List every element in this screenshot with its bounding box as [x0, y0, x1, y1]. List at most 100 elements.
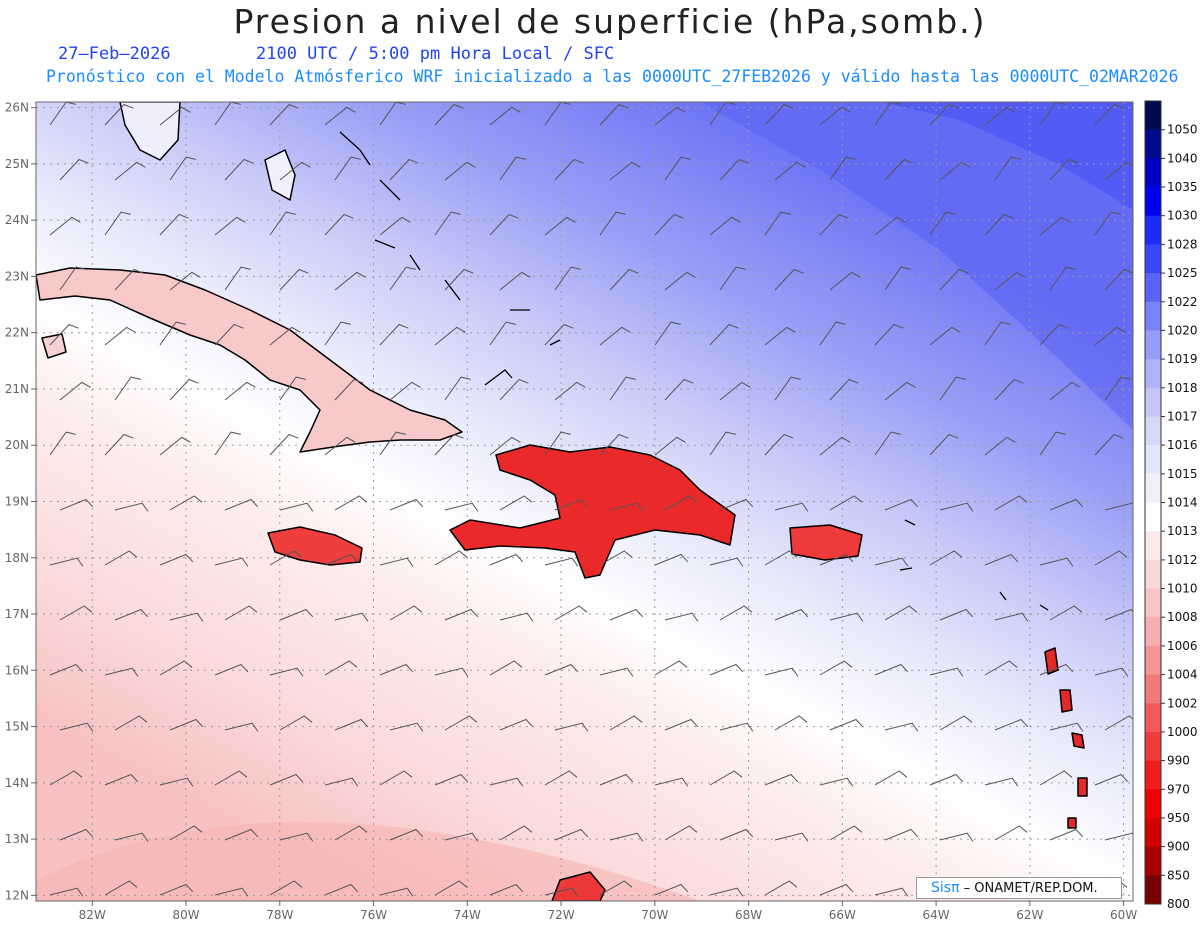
wind-barb	[884, 381, 916, 401]
wind-barb	[489, 321, 516, 346]
florida-land	[119, 102, 181, 161]
wind-barb	[159, 883, 194, 896]
wind-barb	[214, 770, 248, 786]
lon-tick-label: 66W	[829, 908, 856, 922]
wind-barb	[269, 211, 296, 236]
wind-barb	[984, 777, 1019, 787]
wind-barb	[169, 495, 203, 511]
wind-barb	[159, 436, 191, 456]
wind-barb	[389, 498, 424, 511]
wind-barb	[554, 722, 589, 732]
colorbar-swatch	[1145, 617, 1161, 647]
wind-barb	[279, 608, 314, 621]
colorbar-label: 1017	[1167, 410, 1198, 424]
wind-barb	[994, 378, 1024, 401]
wind-barb	[379, 216, 411, 236]
wind-barb	[554, 498, 589, 511]
saint-lucia	[1071, 732, 1085, 749]
colorbar-label: 1040	[1167, 151, 1198, 165]
wind-barb	[59, 381, 91, 401]
wind-barb	[169, 378, 199, 401]
lon-tick-label: 64W	[923, 908, 950, 922]
wind-barb	[609, 502, 644, 512]
wind-barb	[774, 608, 809, 621]
colorbar-swatch	[1145, 187, 1161, 217]
wind-barb	[334, 825, 368, 841]
wind-barb	[764, 326, 796, 346]
wind-barb	[114, 268, 144, 291]
wind-barb	[224, 828, 259, 841]
wind-barb	[984, 660, 1018, 676]
wind-barb	[59, 158, 89, 181]
colorbar-swatch	[1145, 359, 1161, 389]
wind-barb	[1094, 773, 1129, 786]
wind-barb	[1094, 550, 1128, 566]
wind-barb	[379, 557, 414, 567]
wind-barb	[279, 502, 314, 512]
wind-barb	[444, 832, 479, 842]
lat-tick-label: 12N	[5, 888, 29, 902]
wind-barb	[1104, 502, 1133, 511]
lat-tick-label: 26N	[5, 101, 29, 115]
wind-barb	[434, 667, 469, 677]
wind-barb	[664, 718, 699, 731]
wind-barb	[599, 326, 631, 346]
colorbar-swatch	[1145, 273, 1161, 303]
wind-barb	[1104, 608, 1133, 621]
wind-barb	[49, 887, 84, 897]
wind-barb	[654, 660, 688, 676]
colorbar-swatch	[1145, 846, 1161, 876]
wind-barb	[764, 667, 799, 677]
colorbar-swatch	[1145, 588, 1161, 618]
wind-barb	[114, 502, 149, 512]
colorbar-label: 1035	[1167, 180, 1198, 194]
wind-barb	[554, 828, 589, 841]
wind-barb	[334, 271, 366, 291]
wind-barb	[434, 433, 464, 456]
wind-barb	[984, 553, 1019, 566]
wind-barb	[489, 213, 519, 236]
wind-barb	[709, 323, 739, 346]
wind-barb	[994, 156, 1021, 181]
wind-barb	[114, 715, 148, 731]
wind-barb	[984, 106, 1016, 126]
wind-barb	[654, 883, 689, 896]
colorbar-label: 850	[1167, 868, 1190, 882]
wind-barb	[874, 887, 909, 897]
wind-barb	[554, 158, 584, 181]
wind-barb	[389, 605, 423, 621]
wind-barb	[389, 266, 416, 291]
wind-barb	[984, 436, 1016, 456]
wind-barb	[544, 663, 579, 676]
lat-lon-grid	[36, 102, 1133, 901]
wind-barb	[939, 268, 969, 291]
wind-barb	[334, 495, 368, 511]
lon-axis: 82W 80W 78W 76W 74W 72W 70W 68W 66W 64W 62W 60W	[79, 901, 1137, 922]
wind-barb	[444, 268, 474, 291]
wind-barb	[334, 378, 364, 401]
grenada	[1067, 817, 1077, 829]
wind-barb	[764, 880, 798, 896]
wind-barb	[774, 376, 801, 401]
wind-barb	[159, 106, 191, 126]
wind-barb	[1039, 770, 1073, 786]
wind-barb	[544, 323, 574, 346]
colorbar-swatch	[1145, 502, 1161, 532]
wind-barb	[389, 158, 419, 181]
wind-barb	[159, 213, 189, 236]
wind-barb	[554, 381, 586, 401]
wind-barb	[774, 502, 809, 512]
colorbar-label: 950	[1167, 811, 1190, 825]
colorbar-swatch	[1145, 531, 1161, 561]
colorbar-label: 1016	[1167, 438, 1198, 452]
wind-barb	[654, 106, 686, 126]
wind-barb	[114, 832, 149, 842]
high-pressure-ne	[700, 102, 1133, 430]
wind-barb	[609, 161, 641, 181]
lat-tick-label: 23N	[5, 269, 29, 283]
wind-barb	[544, 216, 576, 236]
wind-barb	[819, 777, 854, 787]
wind-barb	[654, 213, 684, 236]
wind-barb	[829, 495, 863, 511]
wind-barb	[169, 612, 204, 622]
